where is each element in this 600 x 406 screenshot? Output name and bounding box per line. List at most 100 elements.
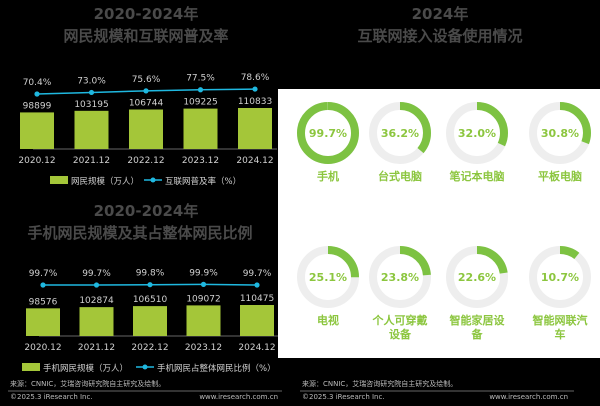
bar-value-label: 106744 xyxy=(129,99,164,109)
donut-category-label: 平板电脑 xyxy=(538,169,582,183)
donut-arc xyxy=(297,246,359,308)
line-point xyxy=(40,282,46,288)
donut-arc xyxy=(369,246,431,308)
line-value-label: 99.7% xyxy=(29,269,58,279)
chart2-subtitle: 手机网民规模及其占整体网民比例 xyxy=(27,224,252,242)
donut-arc xyxy=(446,246,508,308)
x-tick-label: 2023.12 xyxy=(182,156,219,166)
bar xyxy=(26,308,60,336)
line-point xyxy=(34,91,40,97)
line-point xyxy=(88,89,95,96)
line-point xyxy=(200,281,207,287)
donut-value-label: 22.6% xyxy=(458,271,496,284)
legend-line-marker xyxy=(150,177,156,183)
line-value-label: 70.4% xyxy=(23,78,52,88)
bar-value-label: 109225 xyxy=(183,98,217,108)
donut-value-label: 23.8% xyxy=(381,271,419,284)
chart1-subtitle: 网民规模和互联网普及率 xyxy=(63,27,228,45)
bar xyxy=(238,108,272,149)
bar-value-label: 103195 xyxy=(74,100,108,110)
line-value-label: 99.7% xyxy=(82,269,111,279)
line-point xyxy=(143,88,149,94)
legend-line-marker xyxy=(142,364,148,370)
donut-arc xyxy=(529,102,591,164)
bar xyxy=(186,305,221,336)
donut-category-label: 备 xyxy=(471,327,484,341)
legend-bar-swatch xyxy=(50,176,68,184)
donut-arc xyxy=(369,102,431,164)
line-value-label: 75.6% xyxy=(132,75,161,85)
url-left: www.iresearch.com.cn xyxy=(199,393,278,401)
device-panel xyxy=(278,89,600,358)
donut-value-label: 36.2% xyxy=(381,127,419,140)
x-tick-label: 2021.12 xyxy=(78,343,115,353)
x-tick-label: 2022.12 xyxy=(131,343,168,353)
donut-category-label: 个人可穿戴 xyxy=(372,313,428,327)
bar-value-label: 98576 xyxy=(29,297,58,307)
line-point xyxy=(252,86,258,92)
legend-bar-label: 手机网民规模（万人） xyxy=(43,363,128,374)
bar-value-label: 109072 xyxy=(186,294,220,304)
source-note-right: 来源：CNNIC，艾瑞咨询研究院自主研究及绘制。 xyxy=(302,379,457,388)
donut-category-label: 车 xyxy=(555,327,566,341)
donut-category-label: 设备 xyxy=(389,327,412,341)
bar xyxy=(74,110,109,149)
donut-category-label: 笔记本电脑 xyxy=(450,169,505,183)
bar xyxy=(133,306,167,336)
x-tick-label: 2021.12 xyxy=(73,156,110,166)
donut-arc xyxy=(529,246,591,308)
line-point xyxy=(147,282,153,288)
donut-arc xyxy=(297,102,359,164)
donut-value-label: 10.7% xyxy=(541,271,579,284)
chart1: 98899 2020.12 70.4% 103195 2021.12 73.0% 10674… xyxy=(18,73,277,166)
line-value-label: 77.5% xyxy=(186,74,215,84)
bar-value-label: 106510 xyxy=(133,295,168,305)
line-value-label: 78.6% xyxy=(241,73,270,83)
x-tick-label: 2020.12 xyxy=(18,156,55,166)
chart2: 98576 2020.12 99.7% 102874 2021.12 99.7% 10651… xyxy=(24,268,279,353)
line-value-label: 99.8% xyxy=(136,269,165,279)
x-tick-label: 2020.12 xyxy=(24,343,61,353)
donut-arc xyxy=(446,102,508,164)
copyright-right: ©2025.3 iResearch Inc. xyxy=(302,393,385,401)
donut-category-label: 智能网联汽 xyxy=(533,313,588,327)
donut-value-label: 25.1% xyxy=(309,271,347,284)
chart2-title: 2020-2024年 xyxy=(94,202,199,220)
source-note-left: 来源：CNNIC，艾瑞咨询研究院自主研究及绘制。 xyxy=(10,379,165,388)
chart2-legend: 手机网民规模（万人） 手机网民占整体网民比例（%） xyxy=(22,363,276,374)
chart1-legend: 网民规模（万人） 互联网普及率（%） xyxy=(50,176,241,187)
x-tick-label: 2023.12 xyxy=(185,343,222,353)
chart3-donuts: 99.7% 手机 36.2% 台式电脑 32.0% 笔记本电脑 30.8% 平板电脑 25.1%… xyxy=(297,102,591,341)
line-value-label: 99.7% xyxy=(243,269,272,279)
bar-value-label: 98899 xyxy=(23,101,52,111)
chart1-title: 2020-2024年 xyxy=(94,5,199,23)
x-tick-label: 2022.12 xyxy=(127,156,164,166)
x-tick-label: 2024.12 xyxy=(238,343,275,353)
donut-category-label: 智能家居设 xyxy=(450,313,506,327)
line-value-label: 99.9% xyxy=(189,268,218,278)
donut-category-label: 手机 xyxy=(317,169,339,183)
chart3-subtitle: 互联网接入设备使用情况 xyxy=(357,27,522,45)
copyright-left: ©2025.3 iResearch Inc. xyxy=(10,393,93,401)
bar-value-label: 110475 xyxy=(240,294,274,304)
bar xyxy=(129,109,163,149)
donut-value-label: 99.7% xyxy=(309,127,347,140)
line-point xyxy=(93,282,100,288)
chart3-title: 2024年 xyxy=(412,5,469,23)
url-right: www.iresearch.com.cn xyxy=(489,393,568,401)
legend-line-label: 互联网普及率（%） xyxy=(165,176,241,187)
legend-line-label: 手机网民占整体网民比例（%） xyxy=(157,363,276,374)
donut-category-label: 电视 xyxy=(317,313,339,327)
bar-value-label: 110833 xyxy=(238,97,272,107)
line-point xyxy=(254,282,260,288)
donut-value-label: 30.8% xyxy=(541,127,579,140)
legend-bar-swatch xyxy=(22,363,40,371)
legend-bar-label: 网民规模（万人） xyxy=(71,176,139,187)
bar xyxy=(20,112,54,149)
line-value-label: 73.0% xyxy=(77,76,106,86)
bar xyxy=(240,305,274,336)
bar-value-label: 102874 xyxy=(79,296,114,306)
bar xyxy=(79,307,114,336)
donut-value-label: 32.0% xyxy=(458,127,496,140)
